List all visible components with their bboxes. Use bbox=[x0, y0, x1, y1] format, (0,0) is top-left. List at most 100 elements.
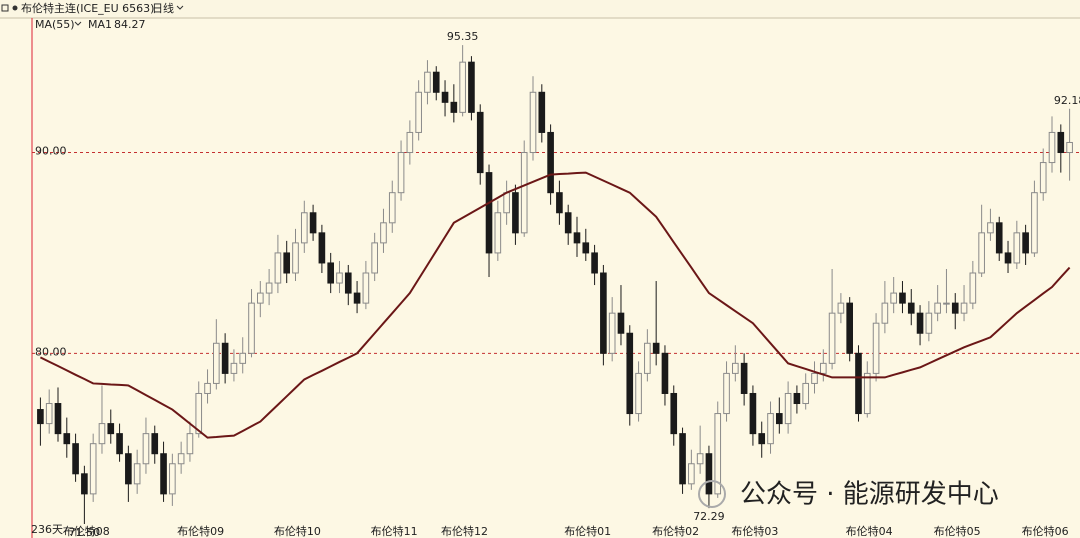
y-tick-label: 90.00 bbox=[35, 145, 67, 158]
footer: 236天 bbox=[31, 523, 63, 536]
candle-body bbox=[1048, 131, 1056, 164]
candle-body bbox=[855, 352, 862, 415]
candle-body bbox=[318, 232, 326, 264]
candle-body bbox=[934, 302, 941, 314]
candle-body bbox=[424, 71, 431, 93]
indicator-name[interactable]: MA(55) bbox=[35, 18, 75, 31]
period[interactable]: 日线 bbox=[152, 1, 174, 15]
extreme-label: 92.18 bbox=[1054, 94, 1080, 107]
candle-body bbox=[265, 282, 273, 294]
candle-body bbox=[63, 433, 71, 445]
candle-body bbox=[327, 262, 335, 284]
candle-body bbox=[960, 302, 968, 314]
watermark: 公众号 · 能源研发中心 bbox=[698, 480, 999, 510]
x-tick-label: 布伦特01 bbox=[564, 524, 611, 538]
candle-body bbox=[644, 342, 651, 374]
x-tick-label: 布伦特06 bbox=[1022, 524, 1069, 538]
candle-body bbox=[1039, 162, 1047, 194]
candle-body bbox=[617, 312, 625, 334]
candle-body bbox=[388, 192, 396, 224]
candle-body bbox=[256, 292, 264, 304]
candle-body bbox=[600, 272, 607, 354]
candle-body bbox=[1057, 131, 1065, 154]
candle-body bbox=[1022, 232, 1029, 254]
candle-body bbox=[723, 372, 730, 415]
candle-body bbox=[670, 392, 678, 435]
candle-body bbox=[995, 222, 1003, 254]
candle-body bbox=[732, 362, 739, 374]
candle-body bbox=[907, 302, 915, 314]
candle-body bbox=[248, 302, 255, 354]
x-tick-label: 布伦特12 bbox=[441, 524, 488, 538]
candle-body bbox=[397, 152, 405, 194]
candle-body bbox=[371, 242, 378, 274]
instrument-title: 布伦特主连(ICE_EU 6563) bbox=[21, 1, 154, 15]
candle-body bbox=[608, 312, 616, 354]
x-tick-label: 布伦特02 bbox=[652, 524, 699, 538]
toolbar bbox=[0, 0, 1080, 18]
candle-body bbox=[54, 403, 62, 435]
ma-name: MA1 bbox=[88, 18, 112, 31]
candle-body bbox=[591, 252, 598, 274]
candle-body bbox=[45, 403, 53, 425]
candle-body bbox=[529, 91, 537, 154]
extreme-label: 71.50 bbox=[69, 526, 101, 538]
candle-body bbox=[195, 392, 203, 435]
candle-body bbox=[283, 252, 291, 274]
candle-body bbox=[336, 272, 343, 284]
dropdown-arrow bbox=[74, 21, 82, 26]
candle-body bbox=[987, 222, 994, 234]
candle-body bbox=[450, 101, 458, 113]
candle-body bbox=[274, 252, 282, 284]
watermark-text: 公众号 · 能源研发中心 bbox=[740, 480, 999, 510]
candle-body bbox=[107, 423, 115, 435]
candle-body bbox=[846, 302, 854, 354]
candle-body bbox=[819, 362, 827, 374]
y-tick-label: 80.00 bbox=[35, 345, 67, 358]
candle-body bbox=[740, 362, 748, 394]
candle-body bbox=[626, 332, 634, 415]
candle-body bbox=[696, 453, 704, 465]
candle-body bbox=[344, 272, 352, 294]
candle-body bbox=[837, 302, 845, 314]
x-tick-label: 布伦特04 bbox=[846, 524, 893, 538]
candle-body bbox=[520, 152, 528, 234]
candle-body bbox=[239, 352, 247, 364]
candle-body bbox=[784, 392, 792, 425]
ma-value: 84.27 bbox=[114, 18, 146, 31]
x-tick-label: 布伦特09 bbox=[177, 524, 224, 538]
candle-body bbox=[292, 242, 299, 274]
candle-body bbox=[802, 382, 810, 405]
candle-body bbox=[714, 413, 722, 495]
candle-body bbox=[899, 292, 906, 304]
candle-body bbox=[81, 473, 88, 495]
candle-body bbox=[1031, 192, 1038, 254]
extreme-label: 95.35 bbox=[447, 30, 479, 43]
candle-body bbox=[230, 362, 238, 374]
toolbar-icon bbox=[1, 4, 9, 12]
candle-body bbox=[441, 91, 449, 103]
candle-body bbox=[362, 272, 370, 304]
candle-body bbox=[485, 172, 493, 254]
candle-body bbox=[688, 463, 695, 485]
candle-body bbox=[380, 222, 387, 244]
candle-body bbox=[951, 302, 959, 314]
candle-body bbox=[758, 433, 766, 445]
candle-body bbox=[564, 212, 572, 234]
candle-body bbox=[221, 342, 229, 374]
extreme-label: 72.29 bbox=[693, 510, 725, 523]
candle-body bbox=[679, 433, 686, 485]
candle-body bbox=[213, 342, 220, 384]
candle-body bbox=[652, 342, 660, 354]
candle-body bbox=[37, 409, 44, 425]
candle-body bbox=[133, 463, 141, 485]
candle-body bbox=[309, 212, 317, 234]
candle-body bbox=[969, 272, 977, 304]
candle-body bbox=[89, 443, 97, 495]
x-tick-label: 布伦特05 bbox=[934, 524, 981, 538]
candle-body bbox=[1004, 252, 1012, 264]
candle-body bbox=[635, 372, 642, 415]
watermark-icon bbox=[698, 480, 726, 508]
candle-body bbox=[978, 232, 985, 274]
candle-body bbox=[916, 312, 924, 334]
